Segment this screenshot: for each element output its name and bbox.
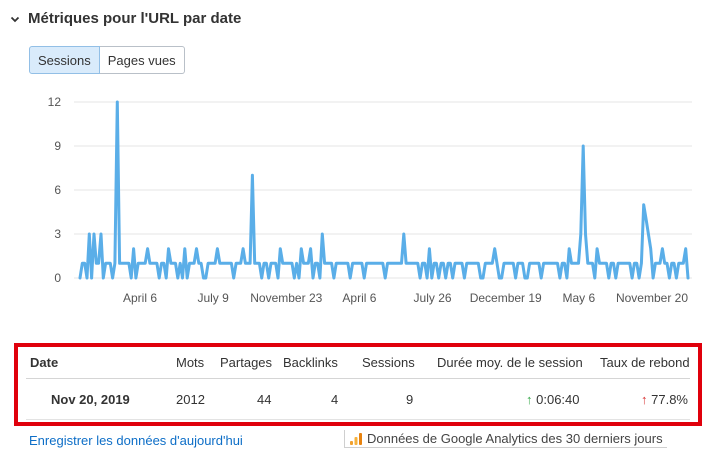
save-today-data-link[interactable]: Enregistrer les données d'aujourd'hui: [29, 433, 243, 448]
duree-value: 0:06:40: [536, 392, 580, 407]
cell-mots: 2012: [176, 392, 205, 407]
metric-toggle-group: Sessions Pages vues: [29, 46, 185, 74]
cell-date: Nov 20, 2019: [51, 392, 130, 407]
pages-vues-toggle-button[interactable]: Pages vues: [99, 46, 185, 74]
cell-rebond: ↑ 77.8%: [641, 392, 688, 407]
chevron-down-icon[interactable]: [10, 14, 20, 24]
x-tick-label: November 23: [250, 291, 322, 305]
arrow-up-green-icon: ↑: [526, 392, 533, 407]
table-row: Nov 20, 2019 2012 44 4 9 ↑ 0:06:40 ↑ 77.…: [18, 392, 698, 412]
x-tick-label: April 6: [123, 291, 157, 305]
sessions-line-chart: 0 3 6 9 12 April 6 July 9 November 23 April 6 Ju…: [48, 95, 692, 305]
cell-backlinks: 4: [331, 392, 339, 407]
x-tick-label: April 6: [342, 291, 376, 305]
header-mots: Mots: [176, 355, 205, 370]
sessions-toggle-button[interactable]: Sessions: [29, 46, 100, 74]
x-tick-label: December 19: [470, 291, 542, 305]
section-header[interactable]: Métriques pour l'URL par date: [10, 10, 241, 27]
cell-partages: 44: [257, 392, 272, 407]
header-date: Date: [30, 355, 59, 370]
section-title: Métriques pour l'URL par date: [28, 10, 242, 27]
google-analytics-icon: [350, 432, 362, 445]
cell-sessions: 9: [406, 392, 414, 407]
x-tick-label: May 6: [563, 291, 596, 305]
y-tick-label: 3: [54, 227, 61, 241]
header-divider: [26, 378, 690, 379]
series-line-sessions: [78, 100, 690, 280]
x-tick-label: November 20: [616, 291, 688, 305]
header-partages: Partages: [220, 355, 273, 370]
chart-grid: [74, 101, 692, 279]
metrics-table: Date Mots Partages Backlinks Sessions Du…: [14, 343, 702, 426]
arrow-up-red-icon: ↑: [641, 392, 648, 407]
y-axis-ticks: 0 3 6 9 12: [48, 95, 62, 285]
cell-duree: ↑ 0:06:40: [526, 392, 580, 407]
x-axis-ticks: April 6 July 9 November 23 April 6 July 26 De…: [123, 291, 688, 305]
y-tick-label: 6: [54, 183, 61, 197]
table-header-row: Date Mots Partages Backlinks Sessions Du…: [18, 355, 698, 375]
y-tick-label: 12: [48, 95, 62, 109]
row-divider: [26, 419, 690, 420]
x-tick-label: July 26: [414, 291, 452, 305]
analytics-source-note: Données de Google Analytics des 30 derni…: [344, 430, 667, 448]
rebond-value: 77.8%: [651, 392, 688, 407]
header-rebond: Taux de rebond: [600, 355, 690, 370]
y-tick-label: 9: [54, 139, 61, 153]
header-duree: Durée moy. de le session: [437, 355, 583, 370]
x-tick-label: July 9: [197, 291, 229, 305]
y-tick-label: 0: [54, 271, 61, 285]
analytics-source-text: Données de Google Analytics des 30 derni…: [367, 431, 663, 446]
header-backlinks: Backlinks: [283, 355, 338, 370]
header-sessions: Sessions: [362, 355, 415, 370]
